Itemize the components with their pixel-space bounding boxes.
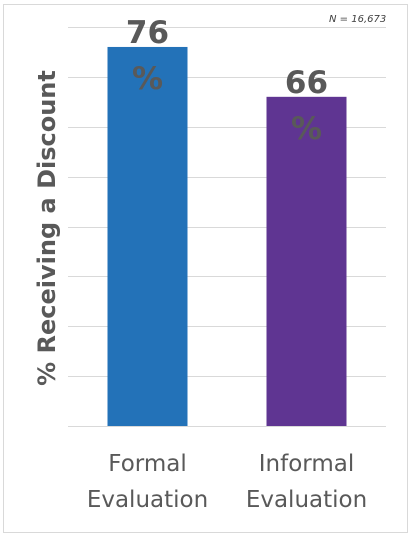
category-labels: Formal Evaluation Informal Evaluation bbox=[87, 451, 367, 513]
bar-informal bbox=[266, 96, 347, 426]
bars bbox=[107, 46, 347, 426]
data-label-value: 76 bbox=[126, 15, 169, 51]
data-labels: 76% 66% bbox=[126, 15, 328, 147]
data-label-unit: % bbox=[291, 111, 322, 147]
sample-size-note: N = 16,673 bbox=[329, 14, 386, 25]
category-label: Informal bbox=[259, 451, 354, 477]
category-label: Evaluation bbox=[87, 487, 208, 513]
data-label-value: 66 bbox=[285, 65, 328, 101]
category-label: Evaluation bbox=[246, 487, 367, 513]
data-label-unit: % bbox=[132, 61, 163, 97]
category-label: Formal bbox=[108, 451, 186, 477]
bar-formal bbox=[107, 46, 188, 426]
y-axis-label: % Receiving a Discount bbox=[33, 70, 61, 386]
